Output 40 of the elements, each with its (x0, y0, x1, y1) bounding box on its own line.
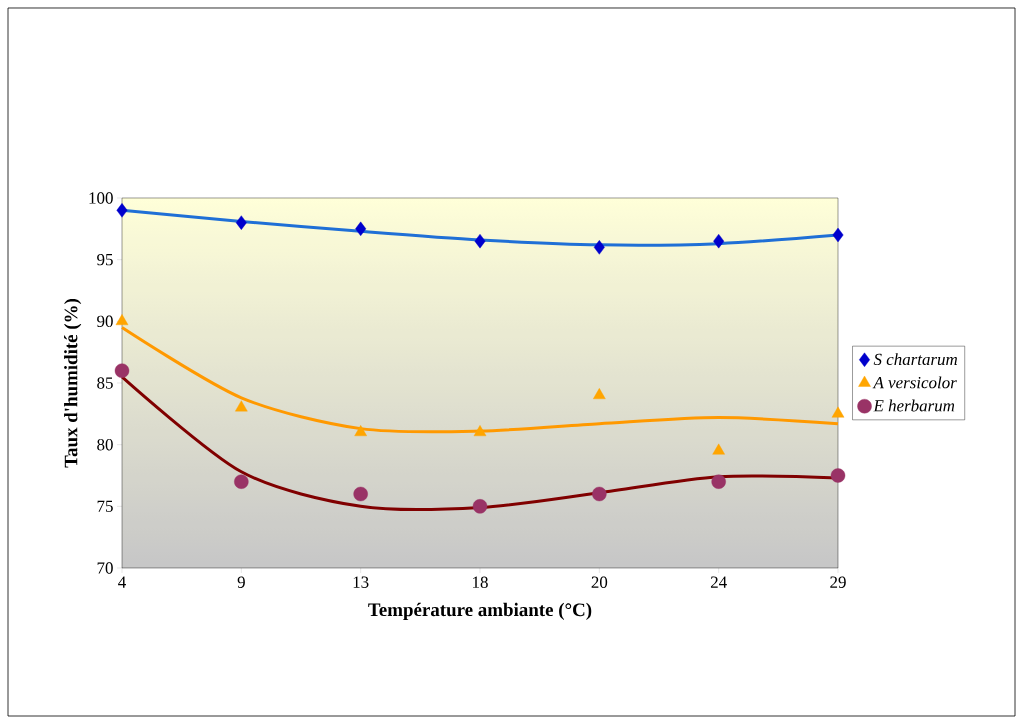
y-tick-label: 70 (97, 562, 113, 574)
x-axis-title: Température ambiante (°C) (368, 602, 592, 620)
point (234, 474, 249, 489)
x-tick-label: 29 (830, 576, 846, 588)
point (114, 363, 130, 378)
point (713, 233, 725, 249)
point (473, 425, 487, 437)
y-tick-label: 95 (97, 253, 113, 266)
y-tick-label: 85 (97, 377, 113, 389)
legend-label: E herbarum (873, 399, 955, 412)
x-tick-label: 4 (118, 576, 126, 588)
x-tick-label: 13 (353, 576, 369, 588)
y-tick-label: 80 (97, 438, 113, 451)
point (115, 314, 129, 326)
point (235, 215, 247, 230)
point (712, 443, 725, 455)
point (593, 388, 606, 400)
x-tick-label: 9 (237, 576, 245, 588)
point (472, 499, 488, 514)
x-tick-label: 18 (473, 576, 488, 588)
x-tick-label: 20 (591, 576, 608, 588)
point (474, 233, 486, 249)
point (353, 486, 368, 502)
y-tick-label: 75 (97, 500, 113, 512)
y-axis-title: Taux d'humidité (%) (64, 298, 82, 468)
y-tick-label: 90 (97, 315, 113, 328)
point (711, 474, 726, 489)
point (592, 486, 607, 502)
legend-label: S chartarum (873, 353, 958, 366)
point (832, 227, 844, 243)
point (831, 406, 845, 418)
x-tick-label: 24 (710, 576, 727, 588)
y-tick-label: 100 (89, 192, 113, 204)
point (593, 240, 605, 255)
point (116, 203, 128, 218)
point (830, 468, 846, 483)
point (355, 221, 367, 237)
legend-label: A versicolor (872, 376, 957, 389)
point (235, 400, 248, 412)
point (354, 425, 367, 437)
